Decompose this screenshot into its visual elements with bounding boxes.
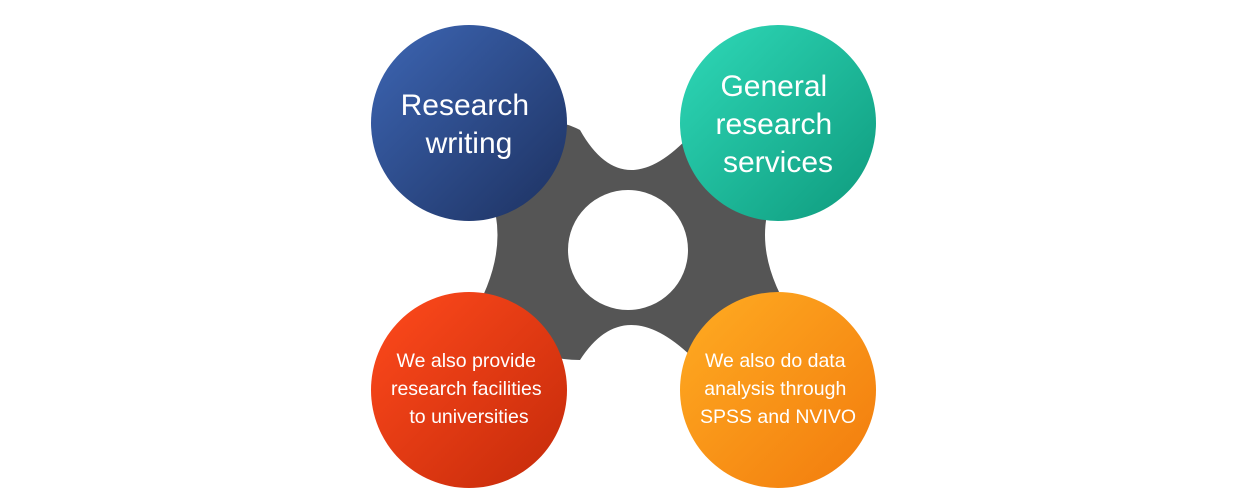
circle-research-facilities: [371, 292, 567, 488]
label-research-writing: Research writing: [401, 89, 538, 160]
label-general-research-services: General research services: [715, 70, 840, 179]
circle-research-writing: [371, 25, 567, 221]
circle-general-research-services: [680, 25, 876, 221]
label-research-facilities: We also provide research facilities to u…: [391, 350, 547, 428]
circle-data-analysis: [680, 292, 876, 488]
label-data-analysis: We also do data analysis through SPSS an…: [700, 350, 856, 428]
center-circle: [568, 190, 688, 310]
